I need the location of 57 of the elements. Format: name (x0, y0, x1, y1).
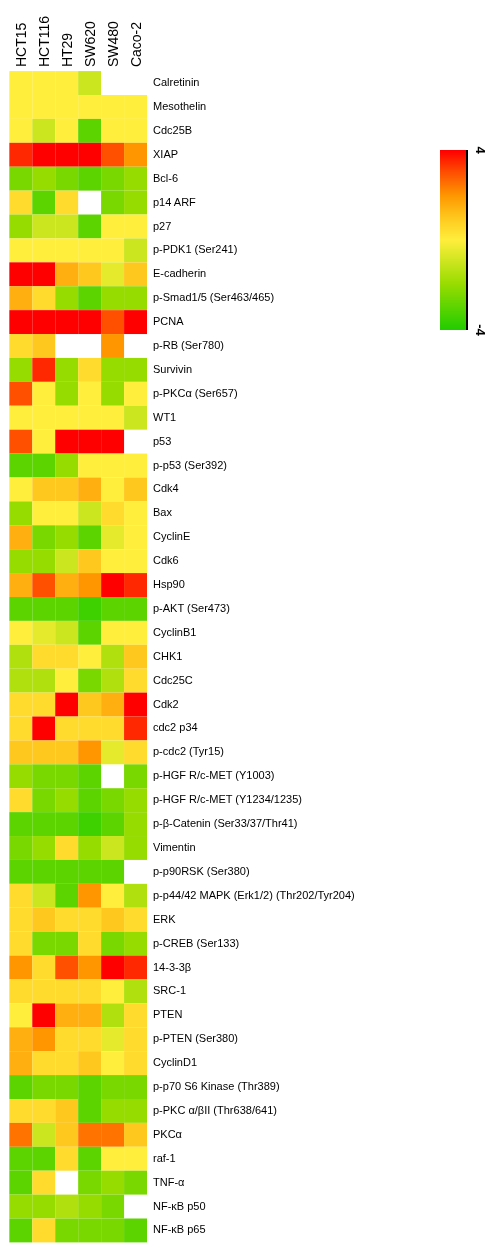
y-tick-label: p-PDK1 (Ser241) (153, 243, 238, 256)
y-tick-label: cdc2 p34 (153, 721, 198, 734)
y-tick-label: Vimentin (153, 841, 196, 854)
y-tick-label: p-p90RSK (Ser380) (153, 864, 250, 877)
x-tick-label: Caco-2 (127, 21, 144, 68)
y-tick-label: p-p44/42 MAPK (Erk1/2) (Thr202/Tyr204) (153, 888, 355, 901)
y-tick-label: ERK (153, 912, 177, 925)
color-bar-label: 4 (473, 146, 489, 155)
y-tick-label: PTEN (153, 1008, 183, 1021)
y-tick-label: CyclinD1 (153, 1056, 198, 1069)
y-tick-label: p14 ARF (153, 195, 197, 208)
y-tick-label: Cdc25C (153, 673, 193, 686)
y-tick-label: p-Smad1/5 (Ser463/465) (153, 291, 275, 304)
y-tick-label: p-p53 (Ser392) (153, 458, 227, 471)
x-tick-label: SW620 (81, 20, 98, 68)
y-tick-label: Cdk6 (153, 554, 179, 567)
y-tick-label: E-cadherin (153, 267, 207, 280)
y-tick-label: PKCα (153, 1127, 183, 1140)
y-tick-label: NF-κB p65 (153, 1223, 206, 1236)
y-tick-label: Mesothelin (153, 99, 207, 112)
y-tick-label: p-β-Catenin (Ser33/37/Thr41) (153, 817, 298, 830)
y-tick-label: p53 (153, 434, 172, 447)
y-tick-label: p-HGF R/c-MET (Y1234/1235) (153, 793, 302, 806)
y-tick-label: p-CREB (Ser133) (153, 936, 240, 949)
y-tick-label: XIAP (153, 147, 179, 160)
color-bar-label: -4 (473, 324, 489, 337)
y-tick-label: NF-κB p50 (153, 1199, 206, 1212)
x-tick-label: SW480 (104, 20, 121, 68)
y-tick-label: Hsp90 (153, 578, 185, 591)
y-tick-label: CHK1 (153, 649, 183, 662)
y-tick-label: p-RB (Ser780) (153, 339, 224, 352)
y-tick-label: CyclinB1 (153, 625, 197, 638)
y-tick-label: CyclinE (153, 530, 191, 543)
y-tick-label: PCNA (153, 315, 185, 328)
y-tick-label: p-HGF R/c-MET (Y1003) (153, 769, 275, 782)
y-tick-label: Bax (153, 506, 173, 519)
y-tick-label: Cdk4 (153, 482, 179, 495)
y-tick-label: Survivin (153, 362, 193, 375)
y-tick-label: TNF-α (153, 1175, 186, 1188)
y-tick-label: Cdk2 (153, 697, 179, 710)
y-tick-label: p-AKT (Ser473) (153, 601, 230, 614)
y-tick-label: Bcl-6 (153, 171, 179, 184)
x-tick-label: HT29 (58, 32, 75, 68)
y-tick-label: Cdc25B (153, 123, 193, 136)
x-tick-label: HCT116 (35, 15, 52, 68)
y-tick-label: raf-1 (153, 1151, 176, 1164)
y-tick-label: p-cdc2 (Tyr15) (153, 745, 224, 758)
y-tick-label: p-p70 S6 Kinase (Thr389) (153, 1080, 280, 1093)
y-tick-label: p-PKC α/βII (Thr638/641) (153, 1103, 277, 1116)
y-tick-label: WT1 (153, 410, 177, 423)
y-tick-label: p-PTEN (Ser380) (153, 1032, 238, 1045)
y-tick-label: SRC-1 (153, 984, 187, 997)
x-tick-label: HCT15 (12, 22, 29, 68)
y-tick-label: Calretinin (153, 76, 200, 89)
y-tick-label: p-PKCα (Ser657) (153, 386, 238, 399)
y-tick-label: 14-3-3β (153, 960, 192, 973)
y-tick-label: p27 (153, 219, 172, 232)
